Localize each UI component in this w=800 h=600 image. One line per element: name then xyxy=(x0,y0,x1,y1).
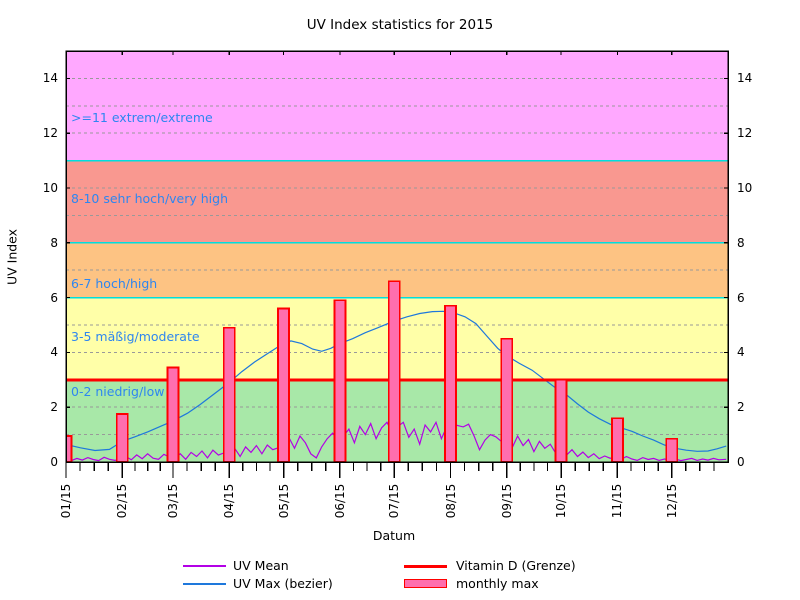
monthly-max-bar xyxy=(444,304,457,462)
legend-label: UV Max (bezier) xyxy=(233,575,333,591)
x-axis-title: Datum xyxy=(372,528,416,543)
band-label: 6-7 hoch/high xyxy=(71,275,158,291)
plot-border xyxy=(65,50,729,463)
y-tick-label-left: 6 xyxy=(50,290,58,305)
band-label: 8-10 sehr hoch/very high xyxy=(71,190,229,206)
y-tick-label-right: 8 xyxy=(737,235,745,250)
monthly-max-bar xyxy=(387,280,401,462)
y-tick-label-left: 0 xyxy=(50,455,58,469)
x-tick-label: 04/15 xyxy=(222,483,237,519)
x-tick-label: 02/15 xyxy=(115,483,130,519)
band-label: 3-5 mäßig/moderate xyxy=(71,329,200,345)
x-tick-label: 06/15 xyxy=(332,483,347,519)
y-tick-label-right: 12 xyxy=(737,126,753,141)
y-tick-label-right: 6 xyxy=(737,290,745,305)
uv-band xyxy=(66,160,728,243)
legend-label: Vitamin D (Grenze) xyxy=(456,558,576,573)
monthly-max-bar xyxy=(166,366,180,462)
x-tick-label: 07/15 xyxy=(387,483,402,519)
band-label: 0-2 niedrig/low xyxy=(71,384,165,400)
x-tick-label: 10/15 xyxy=(554,483,569,519)
monthly-max-bar xyxy=(500,337,514,462)
legend-swatch-uv-max-bezier- xyxy=(183,582,226,585)
legend-label: monthly max xyxy=(456,575,539,591)
x-tick-label: 03/15 xyxy=(166,483,180,519)
y-tick-label-left: 2 xyxy=(50,400,58,415)
y-tick-label-right: 4 xyxy=(737,345,745,360)
legend-swatch-uv-mean xyxy=(183,565,226,567)
legend-swatch-monthly-max xyxy=(404,578,447,588)
x-tick-label: 12/15 xyxy=(664,483,679,519)
y-tick-label-left: 10 xyxy=(42,181,58,195)
monthly-max-bar xyxy=(554,378,568,462)
y-axis-title: UV Index xyxy=(4,228,20,286)
monthly-max-bar xyxy=(277,307,291,462)
monthly-max-bar xyxy=(115,413,129,462)
x-tick-label: 05/15 xyxy=(276,483,291,519)
x-tick-label: 01/15 xyxy=(59,483,73,519)
monthly-max-bar xyxy=(333,299,347,462)
legend-label: UV Mean xyxy=(233,558,289,573)
monthly-max-bar xyxy=(222,326,236,462)
monthly-max-bar xyxy=(610,417,624,462)
band-label: >=11 extrem/extreme xyxy=(71,110,213,126)
y-tick-label-right: 14 xyxy=(737,71,753,86)
y-tick-label-right: 0 xyxy=(737,455,745,469)
monthly-max-bar xyxy=(665,437,679,462)
y-tick-label-left: 12 xyxy=(42,126,58,141)
y-tick-label-left: 8 xyxy=(50,235,58,250)
y-tick-label-left: 4 xyxy=(50,345,58,360)
legend-swatch-vitamin-d-grenze- xyxy=(404,564,447,568)
x-tick-label: 09/15 xyxy=(499,483,514,519)
chart-title: UV Index statistics for 2015 xyxy=(306,17,494,33)
y-tick-label-right: 2 xyxy=(737,400,745,415)
x-tick-label: 11/15 xyxy=(610,483,625,519)
y-tick-label-left: 14 xyxy=(42,71,58,86)
y-tick-label-right: 10 xyxy=(737,181,753,195)
monthly-max-bar xyxy=(66,435,73,462)
x-tick-label: 08/15 xyxy=(443,483,458,519)
series-line-uv-max xyxy=(66,310,727,452)
